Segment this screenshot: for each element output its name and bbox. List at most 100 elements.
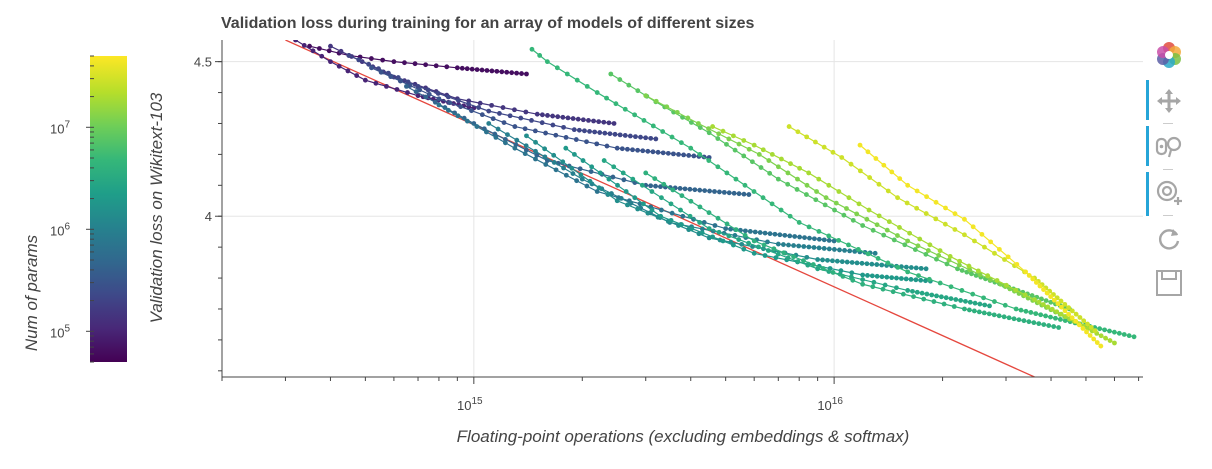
data-point <box>627 133 633 139</box>
data-point <box>1102 327 1107 333</box>
data-point <box>405 90 410 95</box>
data-point <box>706 126 711 132</box>
data-point <box>982 302 988 308</box>
data-point <box>1038 312 1044 318</box>
data-point <box>1073 311 1079 317</box>
data-point <box>570 116 576 121</box>
pan-tool-icon[interactable] <box>1154 86 1184 116</box>
data-point <box>972 238 977 244</box>
reset-tool-icon[interactable] <box>1154 224 1184 254</box>
data-point <box>801 244 807 249</box>
data-point <box>923 278 928 284</box>
data-point <box>869 273 875 279</box>
data-point <box>594 189 600 194</box>
data-point <box>894 285 899 291</box>
data-point <box>425 87 431 93</box>
data-point <box>706 130 712 136</box>
data-point <box>512 145 518 151</box>
save-tool-icon[interactable] <box>1154 268 1184 298</box>
data-point <box>550 113 556 119</box>
data-point <box>669 134 675 140</box>
data-point <box>736 191 742 197</box>
data-point <box>923 266 929 272</box>
wheel-zoom-active-indicator <box>1146 172 1149 216</box>
box-zoom-tool-icon[interactable] <box>1154 132 1184 162</box>
data-point <box>697 187 703 193</box>
data-point <box>391 59 397 65</box>
data-point <box>310 48 316 54</box>
data-point <box>601 119 607 125</box>
data-point <box>874 273 880 279</box>
data-point <box>848 161 854 167</box>
data-point <box>394 87 400 92</box>
data-point <box>574 77 580 83</box>
bokeh-logo-icon[interactable] <box>1154 40 1184 70</box>
data-point <box>697 151 703 157</box>
data-point <box>697 204 703 210</box>
data-point <box>484 68 490 73</box>
data-point <box>686 153 692 158</box>
series-0 <box>307 43 529 77</box>
data-point <box>514 70 520 76</box>
data-point <box>975 268 981 274</box>
data-point <box>1069 308 1075 314</box>
data-point <box>870 227 876 233</box>
data-point <box>844 259 850 265</box>
data-point <box>955 266 960 272</box>
data-point <box>948 284 954 290</box>
wheel-zoom-tool-icon[interactable] <box>1154 178 1184 208</box>
data-point <box>1026 319 1032 325</box>
data-point <box>867 175 873 180</box>
data-point <box>1054 309 1060 315</box>
data-point <box>934 293 939 299</box>
data-point <box>597 130 603 135</box>
data-point <box>1051 324 1057 329</box>
data-point <box>529 46 535 52</box>
data-point <box>724 141 729 147</box>
data-point <box>604 143 610 149</box>
data-point <box>563 172 569 178</box>
data-point <box>979 231 985 237</box>
data-point <box>658 184 663 190</box>
data-point <box>293 40 298 43</box>
data-point <box>464 66 470 72</box>
data-point <box>638 134 643 140</box>
data-point <box>362 77 368 83</box>
data-point <box>934 256 939 262</box>
data-point <box>619 146 625 152</box>
data-point <box>660 129 666 134</box>
data-point <box>622 106 628 112</box>
data-point <box>914 289 920 295</box>
data-point <box>1103 335 1108 341</box>
data-point <box>762 230 768 236</box>
data-point <box>860 272 866 278</box>
data-point <box>806 244 812 250</box>
data-point <box>931 299 937 304</box>
data-point <box>542 146 548 152</box>
data-point <box>328 43 333 49</box>
data-point <box>706 210 712 216</box>
data-point <box>720 238 726 244</box>
data-point <box>497 111 502 116</box>
data-point <box>445 94 451 100</box>
data-point <box>659 195 664 201</box>
data-point <box>661 181 667 187</box>
data-point <box>1021 318 1027 324</box>
data-point <box>854 260 860 266</box>
data-point <box>857 142 863 148</box>
data-point <box>842 248 847 253</box>
data-point <box>929 292 935 298</box>
data-point <box>866 207 872 213</box>
data-point <box>874 262 880 267</box>
data-point <box>458 104 464 110</box>
plot-area[interactable] <box>222 40 1143 377</box>
data-point <box>671 151 676 157</box>
data-point <box>1057 317 1063 322</box>
data-point <box>681 152 687 158</box>
data-point <box>806 224 812 230</box>
data-point <box>726 233 732 239</box>
data-point <box>821 246 827 251</box>
data-point <box>728 226 733 232</box>
data-point <box>373 80 379 86</box>
data-point <box>643 93 649 99</box>
